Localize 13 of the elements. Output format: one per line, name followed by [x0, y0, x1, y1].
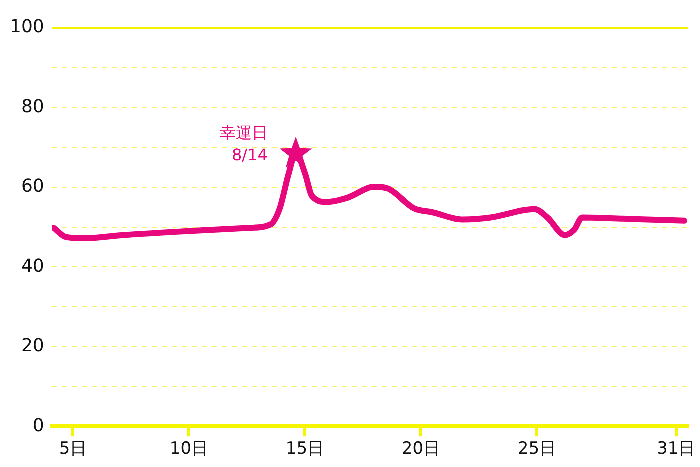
x-tick-label: 15日 [286, 439, 325, 460]
x-tick-label: 31日 [657, 439, 696, 460]
x-tick-label: 5日 [59, 439, 88, 460]
y-tick-label: 0 [32, 415, 44, 436]
x-tick-label: 10日 [170, 439, 209, 460]
x-tick-label: 20日 [402, 439, 441, 460]
x-tick-label: 25日 [518, 439, 557, 460]
y-tick-label: 40 [21, 256, 44, 277]
y-tick-label: 20 [21, 336, 44, 357]
annotation: 幸運日 8/14 [220, 123, 268, 164]
y-tick-label: 60 [21, 176, 44, 198]
y-tick-label: 100 [10, 16, 44, 38]
y-tick-label: 80 [21, 96, 44, 118]
